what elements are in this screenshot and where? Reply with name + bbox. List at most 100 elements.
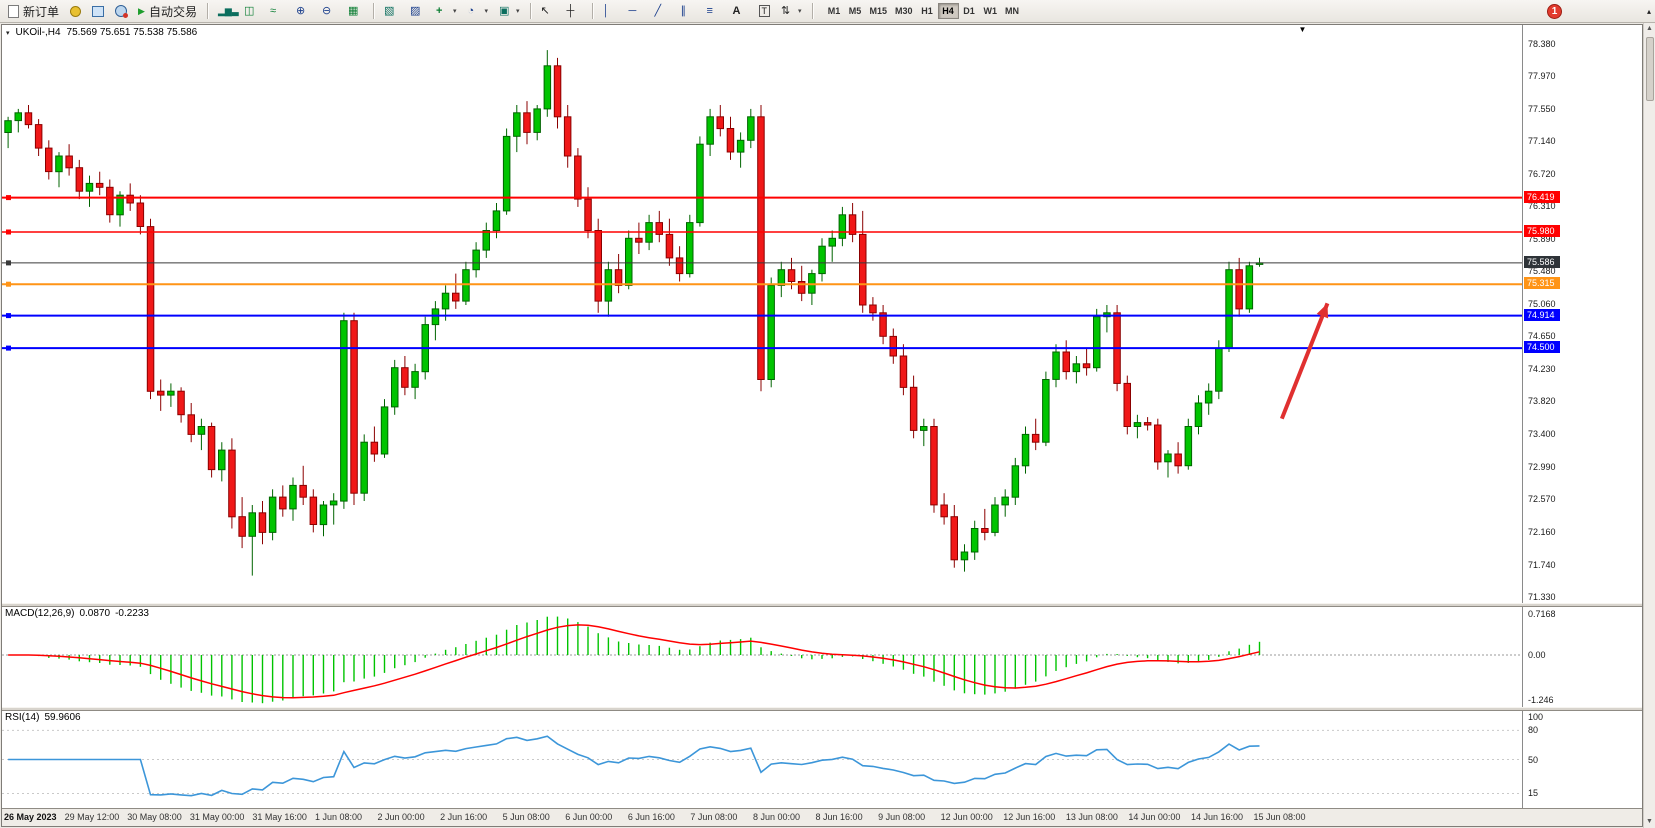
timeframe-m30-button[interactable]: M30 bbox=[895, 6, 913, 16]
channel-icon: ∥ bbox=[680, 4, 687, 17]
cursor-icon: ↖ bbox=[540, 4, 550, 17]
chart-ohlc-label: 75.569 75.651 75.538 75.586 bbox=[66, 27, 198, 38]
periods-button[interactable]: ◔ ▾ bbox=[462, 2, 493, 21]
time-axis-label: 14 Jun 00:00 bbox=[1128, 812, 1181, 822]
arrange-windows-button[interactable]: ▧ bbox=[379, 2, 404, 21]
chart-title: ▾ UKOil-,H4 75.569 75.651 75.538 75.586 bbox=[6, 27, 197, 38]
cascade-windows-button[interactable]: ▨ bbox=[405, 2, 430, 21]
chart-menu-icon[interactable]: ▾ bbox=[6, 29, 10, 37]
time-axis-label: 29 May 12:00 bbox=[64, 812, 120, 822]
horizontal-line-icon: ─ bbox=[628, 4, 637, 17]
timeframe-w1-button[interactable]: W1 bbox=[983, 6, 998, 16]
scrollbar-thumb[interactable] bbox=[1645, 37, 1654, 101]
price-axis-label: 73.400 bbox=[1528, 429, 1556, 440]
zoom-in-button[interactable]: ⊕ bbox=[291, 2, 316, 21]
macd-axis-label: 0.7168 bbox=[1528, 609, 1556, 619]
auto-trading-button[interactable]: ▶ 自动交易 bbox=[133, 1, 202, 22]
horizontal-line-button[interactable]: ─ bbox=[624, 2, 649, 21]
trend-arrow-annotation bbox=[1279, 302, 1330, 420]
price-axis-label: 71.330 bbox=[1528, 591, 1556, 602]
timeframe-h4-button[interactable]: H4 bbox=[937, 3, 959, 19]
templates-button[interactable]: ▣ ▾ bbox=[494, 2, 525, 21]
main-toolbar: 新订单 ▶ 自动交易 ▂▆▃ ◫ ≈ ⊕ ⊖ ▦ ▧ ▨ + ▾ ◔ ▾ ▣ ▾ ↖ … bbox=[0, 0, 1655, 23]
text-tool-icon: A bbox=[732, 4, 741, 17]
template-icon: ▣ bbox=[498, 4, 510, 17]
globe-icon bbox=[115, 5, 129, 18]
timeframe-mn-button[interactable]: MN bbox=[1005, 6, 1020, 16]
price-axis-label: 71.740 bbox=[1528, 559, 1556, 570]
toolbar-separator bbox=[206, 3, 208, 19]
timeframe-h1-button[interactable]: H1 bbox=[921, 6, 933, 16]
toolbar-overflow-icon[interactable]: ▴ bbox=[1646, 6, 1651, 16]
rsi-axis-label: 80 bbox=[1528, 725, 1539, 736]
text-label-button[interactable]: T bbox=[754, 3, 776, 19]
price-axis-label: 77.140 bbox=[1528, 136, 1556, 147]
bar-chart-button[interactable]: ▂▆▃ bbox=[213, 2, 239, 21]
cursor-button[interactable]: ↖ bbox=[536, 2, 561, 21]
timeframe-group: M1 M5 M15 M30 H1 H4 D1 W1 MN bbox=[824, 3, 1024, 19]
crosshair-icon: ┼ bbox=[566, 4, 575, 17]
price-level-tag: 74.914 bbox=[1524, 308, 1560, 321]
rsi-chart-canvas[interactable]: RSI(14) 59.9606 bbox=[2, 711, 1522, 808]
deposit-button[interactable] bbox=[65, 4, 86, 19]
candlestick-chart-button[interactable]: ◫ bbox=[239, 2, 264, 21]
macd-axis[interactable]: 0.7168 0.00 -1.246 bbox=[1522, 607, 1642, 707]
fibonacci-button[interactable]: ≡ bbox=[702, 2, 727, 21]
timeframe-d1-button[interactable]: D1 bbox=[963, 6, 975, 16]
channel-button[interactable]: ∥ bbox=[676, 2, 701, 21]
notification-badge[interactable]: 1 bbox=[1546, 3, 1562, 19]
macd-chart-canvas[interactable]: MACD(12,26,9) 0.0870 -0.2233 bbox=[2, 607, 1522, 707]
time-axis-label: 26 May 2023 bbox=[4, 812, 57, 822]
time-axis-label: 6 Jun 00:00 bbox=[565, 812, 613, 822]
web-community-button[interactable] bbox=[110, 3, 132, 19]
rsi-axis-label: 100 bbox=[1528, 712, 1544, 722]
pane-divider[interactable] bbox=[2, 707, 1642, 711]
rsi-axis[interactable]: 100 80 50 15 bbox=[1522, 711, 1642, 808]
pane-divider[interactable] bbox=[2, 603, 1642, 607]
toolbar-separator bbox=[372, 3, 374, 19]
vertical-scrollbar[interactable]: ▲ ▼ bbox=[1643, 23, 1655, 828]
chart-symbol-label: UKOil-,H4 bbox=[15, 27, 61, 38]
price-level-tag: 75.315 bbox=[1524, 277, 1560, 290]
chevron-down-icon: ▾ bbox=[484, 8, 488, 15]
time-axis[interactable]: 26 May 2023 29 May 12:00 30 May 08:00 31 Ma… bbox=[2, 808, 1642, 826]
add-indicator-icon: + bbox=[435, 4, 443, 17]
tile-windows-button[interactable]: ▦ bbox=[343, 2, 368, 21]
rsi-pane: RSI(14) 59.9606 100 80 50 15 bbox=[2, 711, 1642, 808]
trendline-button[interactable]: ╱ bbox=[650, 2, 675, 21]
scroll-up-icon[interactable]: ▲ bbox=[1646, 25, 1653, 32]
timeframe-m15-button[interactable]: M15 bbox=[869, 6, 888, 16]
price-level-tag: 74.500 bbox=[1524, 341, 1560, 354]
price-axis-label: 76.310 bbox=[1528, 201, 1556, 212]
price-chart-canvas[interactable]: ▾ UKOil-,H4 75.569 75.651 75.538 75.586 … bbox=[2, 25, 1522, 603]
arrange-windows-icon: ▧ bbox=[383, 4, 395, 17]
text-button[interactable]: A bbox=[728, 2, 753, 21]
price-axis[interactable]: 78.380 77.970 77.550 77.140 76.720 76.310 75.8… bbox=[1522, 25, 1642, 603]
new-order-button[interactable]: 新订单 bbox=[3, 1, 64, 22]
bar-chart-icon: ▂▆▃ bbox=[217, 5, 239, 16]
arrow-tools-button[interactable]: ⇅ ▾ bbox=[776, 2, 807, 21]
candlestick-chart-icon: ◫ bbox=[243, 4, 255, 17]
new-order-icon bbox=[8, 4, 19, 18]
fibonacci-icon: ≡ bbox=[706, 4, 713, 17]
vertical-line-button[interactable]: │ bbox=[598, 2, 623, 21]
price-level-tag: 75.980 bbox=[1524, 225, 1560, 238]
rsi-name: RSI(14) bbox=[5, 712, 40, 723]
price-axis-label: 78.380 bbox=[1528, 38, 1556, 49]
zoom-out-button[interactable]: ⊖ bbox=[317, 2, 342, 21]
trendline-icon: ╱ bbox=[654, 4, 662, 17]
time-axis-label: 31 May 00:00 bbox=[189, 812, 245, 822]
chevron-down-icon: ▾ bbox=[798, 8, 802, 15]
timeframe-m1-button[interactable]: M1 bbox=[827, 6, 841, 16]
indicators-button[interactable]: + ▾ bbox=[431, 2, 462, 21]
timeframe-m5-button[interactable]: M5 bbox=[848, 6, 862, 16]
scroll-down-icon[interactable]: ▼ bbox=[1646, 818, 1653, 825]
price-axis-label: 72.990 bbox=[1528, 461, 1556, 472]
macd-main-value: 0.0870 bbox=[79, 608, 111, 619]
chart-shift-marker[interactable]: ▼ bbox=[1298, 25, 1307, 34]
data-window-button[interactable] bbox=[87, 4, 109, 19]
price-axis-label: 74.230 bbox=[1528, 364, 1556, 375]
line-chart-button[interactable]: ≈ bbox=[265, 2, 290, 21]
crosshair-button[interactable]: ┼ bbox=[562, 2, 587, 21]
